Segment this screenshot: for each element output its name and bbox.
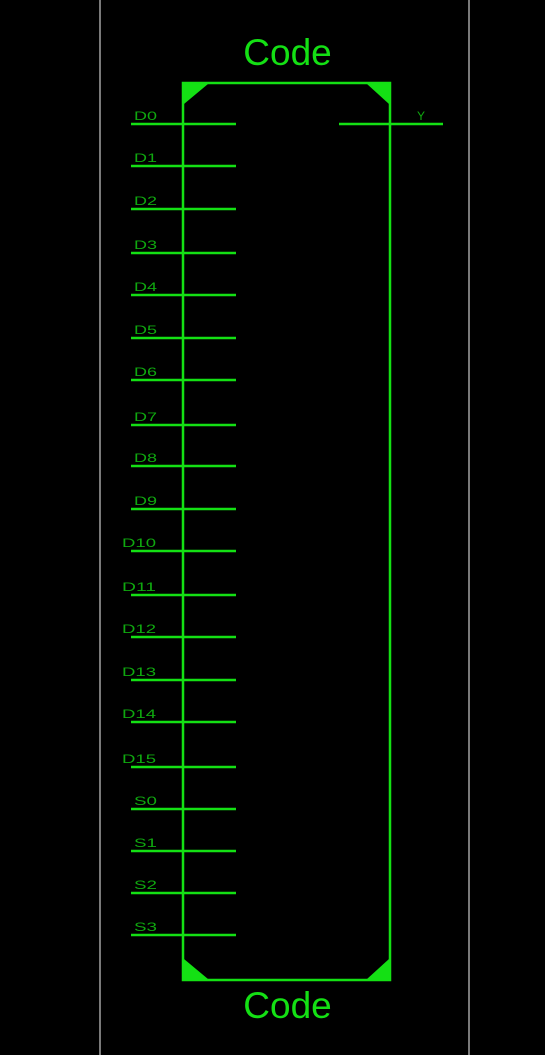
input-pin-label: D12 — [122, 622, 157, 636]
input-pin-label: D3 — [134, 238, 157, 252]
output-pins: Y — [339, 109, 443, 126]
input-pin-label: D11 — [122, 580, 157, 594]
input-pin-label: D1 — [134, 151, 157, 165]
output-pin-label: Y — [417, 109, 425, 123]
input-pin-label: D2 — [134, 194, 157, 208]
input-pin-label: D15 — [122, 752, 157, 766]
input-pin-label: D6 — [134, 365, 157, 379]
input-pin-label: D10 — [122, 536, 157, 550]
block-title-bottom: Code — [243, 985, 332, 1026]
input-pin-label: D13 — [122, 665, 157, 679]
block-title-top: Code — [243, 32, 332, 73]
panel-frame — [99, 0, 470, 1055]
corner-marker-bottom-left — [184, 959, 208, 979]
input-pins: D0 D1 D2 D3 D4 D5 D6 D7 D8 D9 D10 D11 D12 D13 D14 D15 S0… — [122, 109, 236, 937]
corner-marker-top-right — [367, 84, 389, 104]
input-pin-label: S1 — [134, 836, 157, 850]
input-pin-label: S0 — [134, 794, 157, 808]
input-pin-label: D8 — [134, 451, 157, 465]
input-pin-label: D0 — [134, 109, 157, 123]
block-body — [181, 81, 392, 982]
corner-marker-bottom-right — [367, 959, 389, 979]
input-pin-label: D14 — [122, 707, 157, 721]
input-pin-label: D5 — [134, 323, 157, 337]
corner-marker-top-left — [184, 84, 208, 104]
input-pin-label: D7 — [134, 410, 157, 424]
input-pin-label: D4 — [134, 280, 157, 294]
input-pin-label: S3 — [134, 920, 157, 934]
input-pin-label: S2 — [134, 878, 157, 892]
input-pin-label: D9 — [134, 494, 157, 508]
